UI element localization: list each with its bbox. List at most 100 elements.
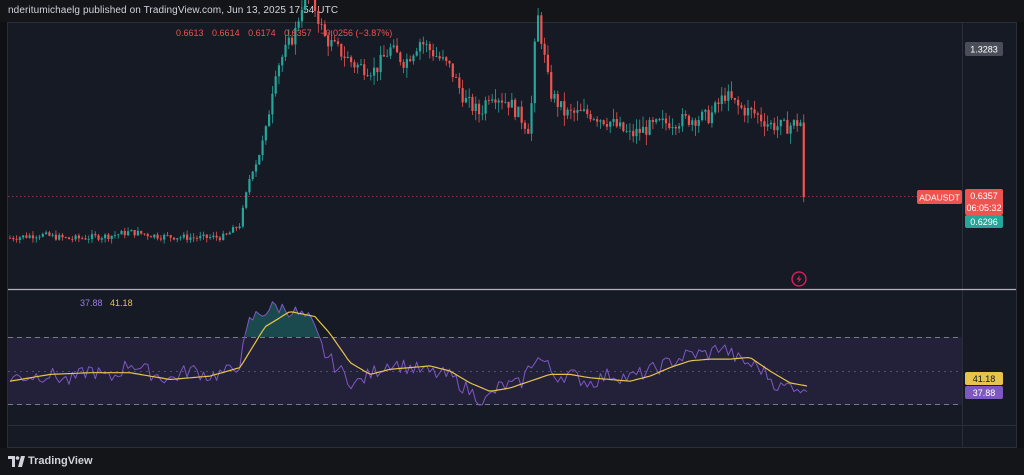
candle bbox=[290, 35, 294, 46]
candle bbox=[550, 64, 553, 102]
candle bbox=[546, 45, 550, 75]
candle bbox=[802, 114, 805, 203]
candle bbox=[77, 233, 80, 243]
candle bbox=[458, 72, 461, 94]
candle bbox=[520, 100, 523, 130]
candle bbox=[491, 93, 494, 104]
candle bbox=[438, 51, 441, 61]
candle bbox=[484, 96, 487, 121]
candle bbox=[510, 92, 513, 108]
candle bbox=[632, 123, 635, 143]
candle bbox=[563, 92, 566, 126]
candle bbox=[402, 59, 405, 74]
candle bbox=[517, 106, 520, 118]
candle bbox=[130, 229, 133, 232]
candle bbox=[409, 55, 412, 63]
candle bbox=[356, 62, 359, 74]
candle bbox=[625, 124, 628, 134]
candle bbox=[789, 122, 792, 144]
candle bbox=[533, 38, 536, 113]
candle bbox=[717, 98, 720, 113]
rsi-legend: 37.88 41.18 bbox=[80, 298, 133, 308]
candle bbox=[156, 232, 159, 241]
lightning-icon[interactable] bbox=[791, 271, 807, 287]
candle bbox=[54, 230, 58, 241]
candle bbox=[461, 79, 464, 107]
candle bbox=[596, 116, 599, 127]
candle bbox=[651, 117, 654, 130]
candle bbox=[350, 55, 353, 68]
candle bbox=[668, 115, 671, 130]
candle bbox=[769, 120, 773, 129]
candle bbox=[487, 95, 490, 105]
price-top-label: 1.3283 bbox=[965, 42, 1003, 56]
candle bbox=[746, 99, 750, 124]
candle bbox=[674, 124, 677, 136]
candle bbox=[90, 229, 94, 243]
candle bbox=[527, 123, 530, 134]
rsi-legend-value: 37.88 bbox=[80, 298, 103, 308]
rsi-ma-axis-label: 41.18 bbox=[965, 372, 1003, 385]
candle bbox=[67, 236, 71, 240]
candle bbox=[720, 87, 723, 112]
candle bbox=[363, 59, 366, 80]
candle bbox=[641, 116, 645, 133]
candle bbox=[507, 101, 510, 116]
countdown-text: 06:05:32 bbox=[966, 203, 1001, 213]
candle bbox=[376, 67, 379, 82]
candle bbox=[481, 105, 484, 121]
candle bbox=[760, 107, 763, 127]
candle bbox=[418, 38, 422, 61]
candle bbox=[694, 117, 697, 136]
candle bbox=[44, 230, 48, 235]
candle bbox=[536, 7, 540, 42]
candle bbox=[582, 98, 586, 113]
ohlc-open: 0.6613 bbox=[176, 28, 204, 38]
candle bbox=[195, 235, 199, 242]
candle bbox=[540, 11, 543, 50]
publish-info: nderitumichaelg published on TradingView… bbox=[8, 5, 339, 16]
candle bbox=[586, 104, 589, 119]
candle bbox=[327, 32, 330, 57]
low-marker-text: 0.6296 bbox=[970, 217, 998, 227]
candle bbox=[605, 117, 609, 131]
candle bbox=[212, 232, 215, 240]
candle bbox=[218, 235, 222, 243]
candle bbox=[556, 90, 559, 117]
candle bbox=[635, 119, 638, 144]
candle bbox=[468, 88, 471, 108]
candle bbox=[74, 234, 77, 242]
candle bbox=[284, 34, 287, 61]
candle bbox=[140, 230, 143, 235]
candle bbox=[494, 89, 497, 110]
ohlc-close: 0.6357 bbox=[284, 28, 312, 38]
rsi-line bbox=[9, 301, 808, 406]
candle bbox=[432, 43, 435, 61]
candle bbox=[530, 95, 533, 142]
candle bbox=[51, 233, 54, 238]
candle bbox=[474, 96, 477, 121]
candle bbox=[258, 154, 261, 166]
candle bbox=[792, 119, 796, 129]
candle bbox=[727, 84, 730, 112]
candle bbox=[428, 41, 431, 59]
candle bbox=[569, 103, 572, 120]
candle bbox=[294, 21, 297, 55]
candle bbox=[504, 92, 507, 104]
candle bbox=[251, 170, 254, 182]
candle bbox=[723, 87, 727, 104]
candle bbox=[395, 37, 399, 53]
candle bbox=[733, 97, 736, 104]
ohlc-change: −0.0256 (−3.87%) bbox=[320, 28, 392, 38]
candle bbox=[737, 96, 740, 115]
candle bbox=[684, 110, 687, 119]
rsi-ma-line bbox=[9, 311, 808, 392]
candle bbox=[441, 49, 445, 61]
candle bbox=[159, 235, 162, 242]
candle bbox=[379, 45, 382, 81]
candle bbox=[22, 235, 25, 240]
candle bbox=[543, 37, 546, 63]
candle bbox=[710, 105, 714, 128]
candle bbox=[113, 231, 117, 239]
